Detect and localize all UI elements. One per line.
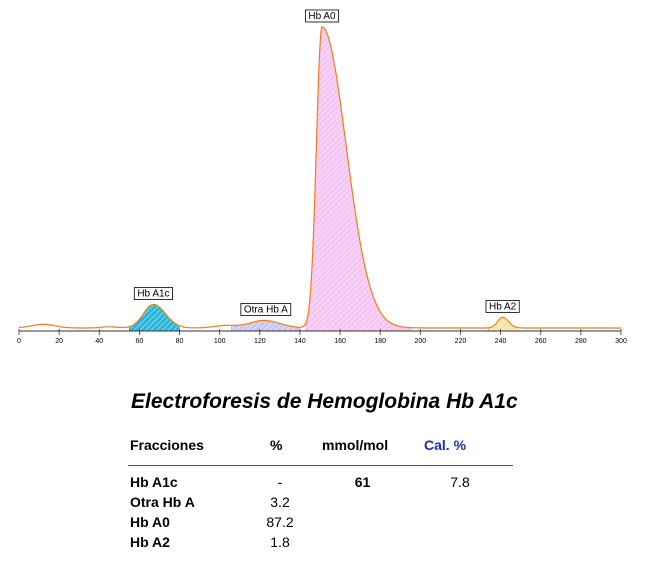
peak-hatch <box>129 304 180 331</box>
fraction-percent: 87.2 <box>266 514 294 530</box>
x-tick-label: 240 <box>495 338 507 345</box>
electrophoresis-chart: 0 20 40 60 80 100 120 140 160 180 200 220 240 260 280 3… <box>17 9 627 345</box>
fraction-name: Otra Hb A <box>130 494 195 510</box>
x-tick-label: 40 <box>95 338 103 345</box>
peak-label-hb-a0: Hb A0 <box>304 9 340 23</box>
header-percent: % <box>270 437 283 453</box>
header-cal: Cal. % <box>424 437 467 453</box>
x-tick-label: 280 <box>575 338 587 345</box>
header-divider <box>128 465 513 466</box>
x-tick-label: 260 <box>535 338 547 345</box>
table-row: Hb A0 87.2 <box>0 514 657 534</box>
header-fractions: Fracciones <box>130 437 204 453</box>
fraction-mmol: 61 <box>354 474 371 490</box>
x-tick-label: 60 <box>136 338 144 345</box>
report-title: Electroforesis de Hemoglobina Hb A1c <box>131 390 518 413</box>
table-row: Hb A2 1.8 <box>0 534 657 554</box>
x-tick-label: 160 <box>334 338 346 345</box>
table-row: Otra Hb A 3.2 <box>0 494 657 514</box>
peak-hatch <box>488 317 519 331</box>
fraction-name: Hb A2 <box>130 534 170 550</box>
x-tick-label: 20 <box>55 338 63 345</box>
x-tick-label: 120 <box>254 338 266 345</box>
fraction-percent: 3.2 <box>270 494 290 510</box>
peak-label-hb-a1c: Hb A1c <box>133 287 173 300</box>
peak-label-otra-hb-a: Otra Hb A <box>240 303 292 316</box>
fraction-name: Hb A0 <box>130 514 170 530</box>
x-tick-label: 220 <box>455 338 467 345</box>
table-row: Hb A1c - 61 7.8 <box>0 474 657 494</box>
peak-label-hb-a2: Hb A2 <box>485 300 520 313</box>
x-tick-label: 300 <box>615 338 627 345</box>
x-tick-label: 180 <box>374 338 386 345</box>
peak-hatch <box>306 27 413 331</box>
fraction-cal: 7.8 <box>450 474 470 490</box>
fraction-percent: - <box>277 474 283 490</box>
x-tick-label: 100 <box>214 338 226 345</box>
svg-text:Hb A2: Hb A2 <box>489 301 517 312</box>
svg-text:Hb A1c: Hb A1c <box>137 289 169 300</box>
x-tick-label: 140 <box>294 338 306 345</box>
x-tick-label: 200 <box>414 338 426 345</box>
peak-hatch <box>231 320 300 331</box>
x-tick-label: 80 <box>176 338 184 345</box>
svg-text:Otra Hb A: Otra Hb A <box>244 305 288 316</box>
fraction-name: Hb A1c <box>130 474 178 490</box>
fraction-percent: 1.8 <box>270 534 290 550</box>
header-mmol: mmol/mol <box>322 437 389 453</box>
electrophoresis-trace <box>19 26 621 329</box>
x-tick-label: 0 <box>17 338 21 345</box>
svg-text:Hb A0: Hb A0 <box>308 11 336 22</box>
